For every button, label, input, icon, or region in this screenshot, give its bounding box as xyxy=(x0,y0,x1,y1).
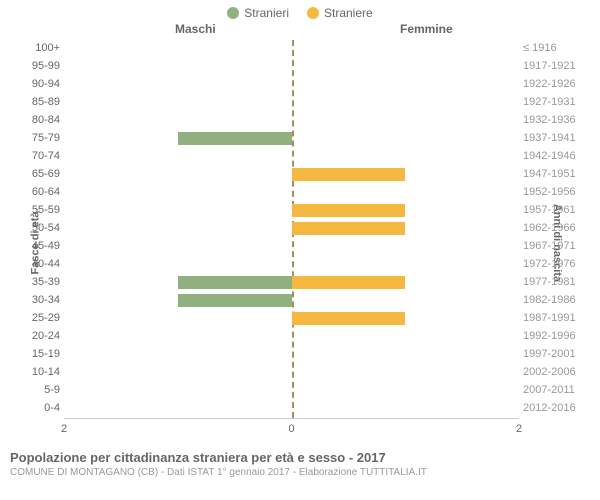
birth-year-label: ≤ 1916 xyxy=(523,42,557,54)
column-headers: Maschi Femmine xyxy=(0,22,600,40)
bar-female xyxy=(292,222,406,235)
age-row xyxy=(64,166,519,184)
bar-female xyxy=(292,168,406,181)
age-label: 35-39 xyxy=(0,276,60,288)
birth-year-label: 2002-2006 xyxy=(523,366,576,378)
age-label: 30-34 xyxy=(0,294,60,306)
age-row xyxy=(64,292,519,310)
bar-male xyxy=(178,132,292,145)
x-axis: 2 0 2 xyxy=(64,418,519,440)
age-row xyxy=(64,112,519,130)
age-row xyxy=(64,40,519,58)
age-row xyxy=(64,238,519,256)
legend: Stranieri Straniere xyxy=(0,0,600,22)
age-label: 50-54 xyxy=(0,222,60,234)
birth-year-label: 1952-1956 xyxy=(523,186,576,198)
birth-year-label: 1922-1926 xyxy=(523,78,576,90)
birth-year-label: 1962-1966 xyxy=(523,222,576,234)
age-label: 80-84 xyxy=(0,114,60,126)
age-label: 90-94 xyxy=(0,78,60,90)
age-label: 75-79 xyxy=(0,132,60,144)
swatch-male xyxy=(227,7,239,19)
age-label: 95-99 xyxy=(0,60,60,72)
bar-female xyxy=(292,276,406,289)
birth-year-label: 1977-1981 xyxy=(523,276,576,288)
header-female: Femmine xyxy=(400,22,453,36)
age-row xyxy=(64,328,519,346)
age-label: 70-74 xyxy=(0,150,60,162)
bar-male xyxy=(178,276,292,289)
age-row xyxy=(64,382,519,400)
legend-label-female: Straniere xyxy=(324,6,373,20)
age-row xyxy=(64,148,519,166)
birth-year-label: 1992-1996 xyxy=(523,330,576,342)
chart-subtitle: COMUNE DI MONTAGANO (CB) - Dati ISTAT 1°… xyxy=(10,467,590,478)
bar-female xyxy=(292,312,406,325)
age-row xyxy=(64,256,519,274)
age-row xyxy=(64,76,519,94)
birth-year-label: 1947-1951 xyxy=(523,168,576,180)
chart-area: Fasce di età Anni di nascita 202 100+≤ 1… xyxy=(0,40,600,446)
plot xyxy=(64,40,519,418)
birth-year-label: 1917-1921 xyxy=(523,60,576,72)
birth-year-label: 1932-1936 xyxy=(523,114,576,126)
age-row xyxy=(64,220,519,238)
age-row xyxy=(64,58,519,76)
age-label: 40-44 xyxy=(0,258,60,270)
age-label: 45-49 xyxy=(0,240,60,252)
birth-year-label: 1942-1946 xyxy=(523,150,576,162)
birth-year-label: 1967-1971 xyxy=(523,240,576,252)
x-tick: 2 xyxy=(61,423,67,435)
age-row xyxy=(64,310,519,328)
age-label: 85-89 xyxy=(0,96,60,108)
bar-female xyxy=(292,204,406,217)
birth-year-label: 1987-1991 xyxy=(523,312,576,324)
age-label: 0-4 xyxy=(0,402,60,414)
age-row xyxy=(64,94,519,112)
age-row xyxy=(64,202,519,220)
age-label: 55-59 xyxy=(0,204,60,216)
age-row xyxy=(64,274,519,292)
header-male: Maschi xyxy=(175,22,216,36)
birth-year-label: 1972-1976 xyxy=(523,258,576,270)
age-label: 25-29 xyxy=(0,312,60,324)
age-label: 100+ xyxy=(0,42,60,54)
birth-year-label: 1957-1961 xyxy=(523,204,576,216)
x-tick: 0 xyxy=(288,423,294,435)
x-tick: 2 xyxy=(516,423,522,435)
age-row xyxy=(64,400,519,418)
birth-year-label: 2012-2016 xyxy=(523,402,576,414)
birth-year-label: 1997-2001 xyxy=(523,348,576,360)
bar-male xyxy=(178,294,292,307)
age-label: 15-19 xyxy=(0,348,60,360)
chart-title: Popolazione per cittadinanza straniera p… xyxy=(10,450,590,465)
age-row xyxy=(64,364,519,382)
legend-item-male: Stranieri xyxy=(227,6,289,20)
age-label: 10-14 xyxy=(0,366,60,378)
age-label: 5-9 xyxy=(0,384,60,396)
legend-label-male: Stranieri xyxy=(244,6,289,20)
age-row xyxy=(64,184,519,202)
age-label: 60-64 xyxy=(0,186,60,198)
swatch-female xyxy=(307,7,319,19)
age-row xyxy=(64,130,519,148)
age-label: 20-24 xyxy=(0,330,60,342)
birth-year-label: 2007-2011 xyxy=(523,384,575,396)
birth-year-label: 1982-1986 xyxy=(523,294,576,306)
birth-year-label: 1937-1941 xyxy=(523,132,576,144)
age-label: 65-69 xyxy=(0,168,60,180)
age-row xyxy=(64,346,519,364)
chart-footer: Popolazione per cittadinanza straniera p… xyxy=(0,446,600,478)
legend-item-female: Straniere xyxy=(307,6,373,20)
birth-year-label: 1927-1931 xyxy=(523,96,576,108)
